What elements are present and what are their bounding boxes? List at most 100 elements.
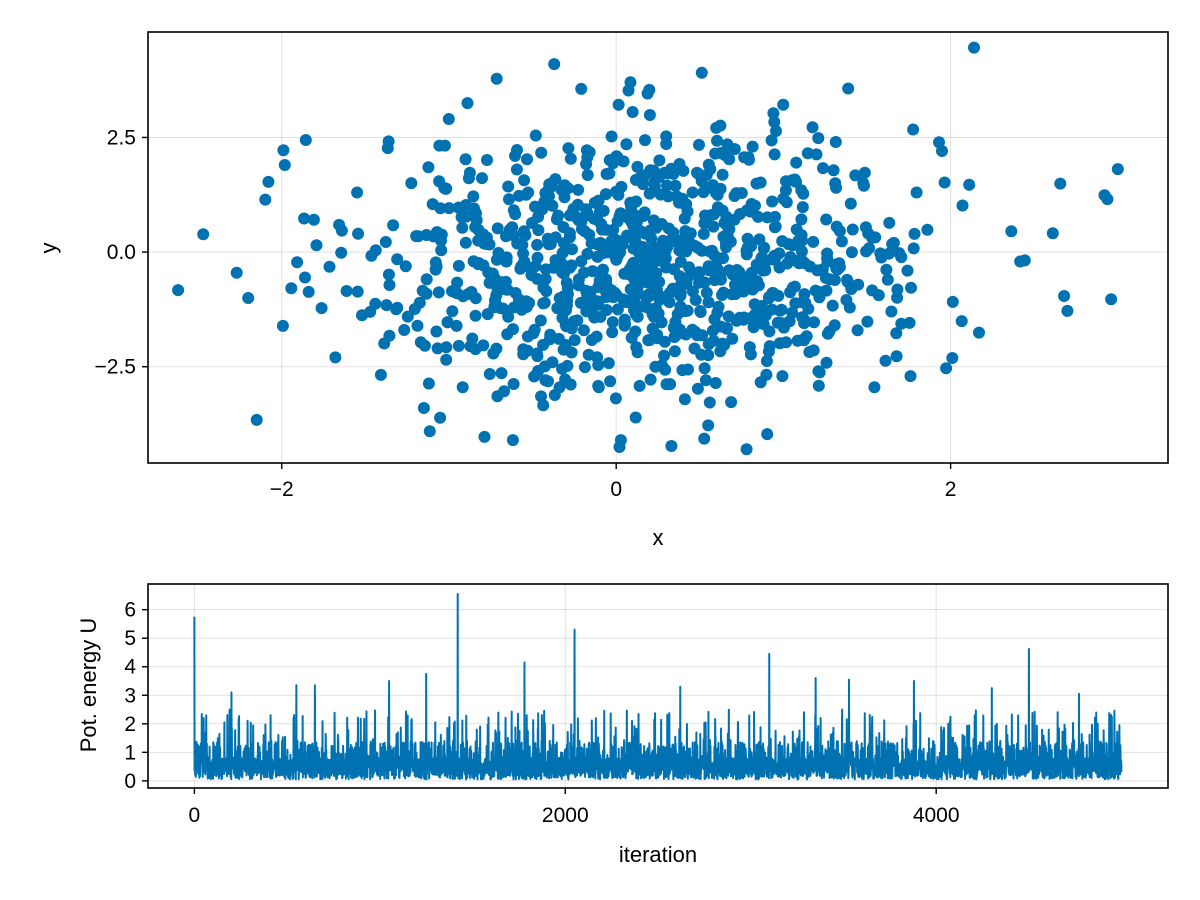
scatter-point	[758, 241, 771, 254]
scatter-point	[277, 144, 290, 157]
scatter-point	[560, 304, 572, 317]
scatter-point	[667, 226, 680, 239]
scatter-point	[323, 260, 336, 273]
scatter-point	[382, 268, 395, 281]
scatter-point	[490, 72, 503, 85]
scatter-point	[310, 239, 323, 252]
scatter-point	[464, 340, 477, 353]
scatter-point	[658, 349, 670, 362]
scatter-point	[936, 145, 948, 157]
scatter-point	[869, 231, 882, 244]
scatter-point	[434, 202, 447, 215]
scatter-point	[698, 276, 711, 289]
scatter-point	[564, 152, 577, 165]
scatter-point	[828, 274, 841, 286]
scatter-point	[602, 357, 615, 370]
scatter-point	[720, 241, 732, 254]
scatter-point	[540, 285, 553, 298]
scatter-point	[563, 227, 576, 240]
scatter-point	[689, 326, 702, 338]
scatter-point	[575, 82, 588, 95]
scatter-point	[858, 166, 871, 179]
scatter-point	[391, 253, 404, 266]
scatter-point	[752, 279, 765, 292]
scatter-point	[543, 178, 556, 191]
scatter-point	[299, 271, 311, 284]
scatter-point	[908, 227, 921, 240]
scatter-point	[799, 297, 812, 310]
scatter-point	[771, 316, 784, 329]
scatter-point	[465, 286, 478, 298]
scatter-point	[442, 113, 455, 125]
scatter-point	[842, 82, 855, 95]
scatter-point	[390, 303, 403, 316]
scatter-point	[697, 186, 710, 199]
scatter-point	[172, 284, 185, 297]
scatter-point	[539, 263, 552, 276]
scatter-point	[609, 392, 622, 405]
scatter-point	[381, 142, 394, 155]
scatter-point	[622, 84, 635, 97]
scatter-point	[401, 310, 414, 323]
scatter-point	[646, 166, 659, 178]
scatter-point	[890, 350, 903, 363]
scatter-x-tick-label: −2	[270, 478, 294, 501]
scatter-point	[698, 362, 711, 375]
scatter-point	[775, 303, 788, 316]
scatter-y-axis-title: y	[36, 243, 61, 254]
scatter-point	[611, 249, 624, 262]
scatter-point	[276, 319, 289, 332]
scatter-point	[242, 292, 255, 304]
scatter-point	[725, 396, 738, 409]
scatter-point	[668, 345, 681, 358]
scatter-point	[502, 180, 515, 193]
scatter-point	[616, 238, 629, 251]
scatter-point	[1005, 225, 1018, 238]
scatter-point	[793, 257, 806, 270]
scatter-point	[769, 210, 781, 223]
scatter-point	[770, 125, 782, 137]
scatter-point	[499, 283, 512, 296]
scatter-point	[810, 148, 823, 161]
scatter-point	[562, 182, 574, 195]
scatter-point	[299, 134, 312, 146]
scatter-point	[550, 213, 563, 226]
scatter-point	[754, 376, 767, 389]
scatter-point	[574, 296, 587, 309]
scatter-point	[812, 379, 825, 392]
scatter-point	[489, 294, 501, 307]
scatter-point	[795, 213, 808, 226]
scatter-point	[733, 265, 746, 278]
scatter-point	[440, 353, 453, 366]
scatter-point	[478, 430, 491, 443]
scatter-point	[768, 116, 781, 128]
scatter-point	[905, 281, 917, 294]
scatter-point	[840, 294, 853, 306]
scatter-point	[807, 235, 820, 248]
scatter-point	[885, 305, 898, 318]
scatter-point	[197, 228, 210, 241]
energy-y-tick-label: 0	[124, 770, 136, 793]
scatter-point	[443, 202, 456, 215]
scatter-point	[940, 362, 953, 375]
scatter-point	[643, 187, 656, 200]
scatter-point	[351, 186, 364, 199]
scatter-point	[483, 368, 496, 380]
scatter-point	[767, 287, 780, 299]
scatter-point	[752, 210, 765, 223]
scatter-point	[702, 158, 715, 171]
scatter-point	[820, 213, 833, 226]
scatter-point	[627, 242, 640, 255]
scatter-point	[422, 377, 435, 390]
scatter-point	[711, 263, 724, 276]
scatter-point	[510, 163, 523, 176]
scatter-point	[501, 328, 514, 341]
scatter-frame	[147, 31, 1169, 464]
scatter-point	[379, 236, 392, 248]
scatter-point	[626, 106, 639, 118]
scatter-point	[788, 280, 801, 293]
scatter-point	[716, 168, 729, 181]
scatter-point	[691, 382, 704, 395]
scatter-point	[667, 167, 680, 180]
scatter-point	[795, 245, 808, 258]
